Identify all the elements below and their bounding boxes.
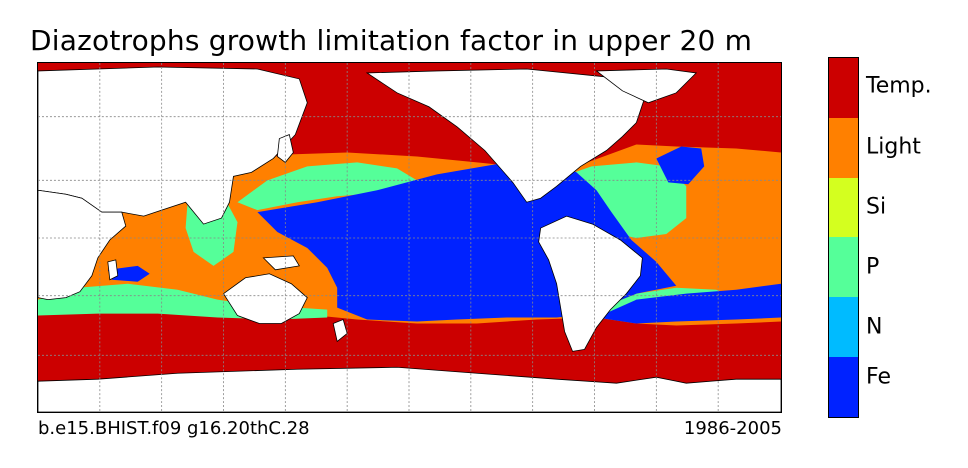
- legend-labels: Temp. Light Si P N Fe: [866, 57, 966, 418]
- graticule: [38, 63, 781, 412]
- map-panel: [37, 62, 782, 413]
- legend-swatch-p: [829, 237, 858, 298]
- legend-swatch-si: [829, 177, 858, 238]
- legend-label-si: Si: [866, 194, 887, 220]
- legend-label-fe: Fe: [866, 364, 891, 390]
- land-north-america: [365, 68, 647, 203]
- land-south-america: [538, 215, 643, 352]
- legend-swatch-n: [829, 297, 858, 358]
- case-name-caption: b.e15.BHIST.f09 g16.20thC.28: [38, 418, 310, 439]
- legend-label-p: P: [866, 254, 880, 280]
- land-madagascar: [107, 259, 119, 281]
- land-new-guinea: [262, 255, 300, 271]
- fe-region-south-atlantic: [596, 283, 781, 324]
- limitation-map: [38, 63, 781, 412]
- land-masses: [38, 66, 781, 412]
- legend-label-n: N: [866, 314, 883, 340]
- map-title: Diazotrophs growth limitation factor in …: [30, 24, 753, 57]
- legend-swatch-light: [829, 117, 858, 178]
- legend-label-light: Light: [866, 134, 921, 160]
- land-africa: [38, 189, 127, 301]
- land-greenland: [595, 68, 698, 104]
- legend-label-temp: Temp.: [866, 73, 932, 99]
- p-region-north-pacific: [237, 162, 417, 211]
- color-legend: [828, 57, 859, 418]
- legend-swatch-fe: [829, 357, 858, 417]
- period-caption: 1986-2005: [683, 418, 782, 439]
- fe-region-indian: [107, 265, 150, 282]
- fe-region-north-atlantic: [656, 146, 705, 185]
- land-australia: [222, 273, 308, 324]
- legend-swatch-temp: [829, 58, 858, 118]
